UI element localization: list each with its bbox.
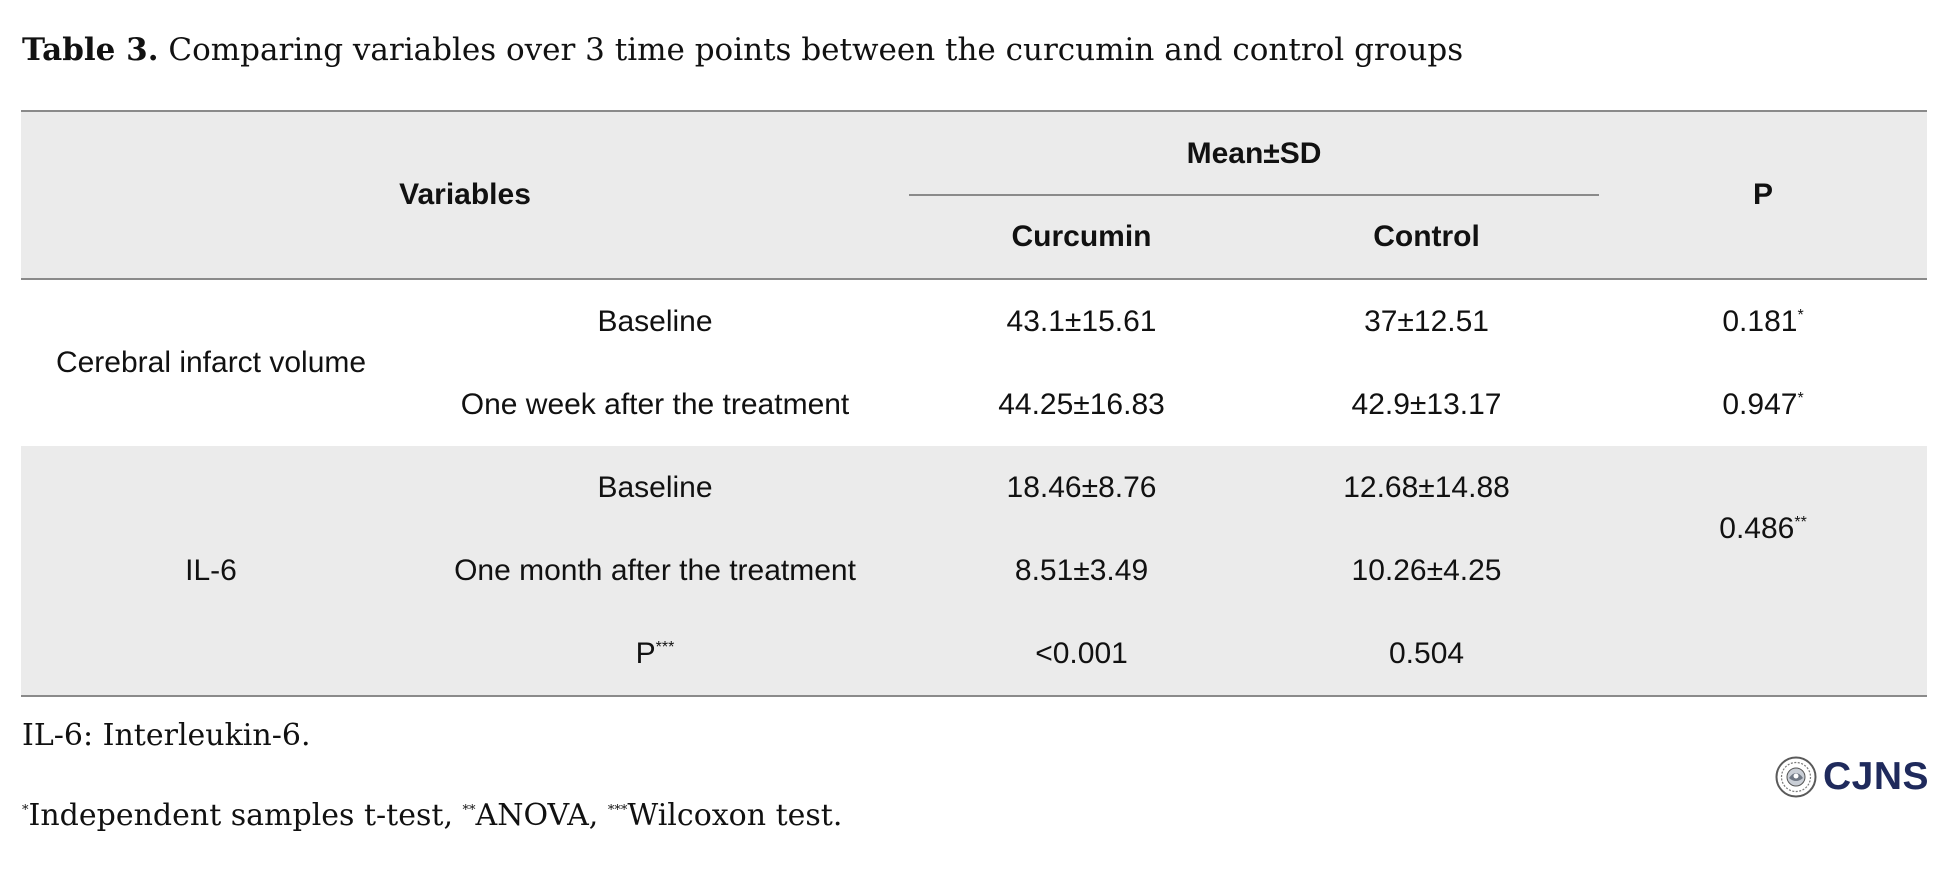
caption-label: Table 3. — [22, 32, 159, 68]
table-row: One month after the treatment 8.51±3.49 … — [21, 529, 1927, 612]
control-value: 0.504 — [1254, 612, 1600, 696]
header-mean-sd: Mean±SD — [909, 111, 1600, 196]
footnote-abbreviation: IL-6: Interleukin-6. — [22, 718, 311, 753]
footnote-mark: *** — [607, 803, 628, 818]
empty-cell — [1599, 612, 1928, 696]
table-row: One week after the treatment 44.25±16.83… — [21, 363, 1928, 446]
control-value: 37±12.51 — [1254, 279, 1600, 363]
group-name: Cerebral infarct volume — [21, 279, 401, 446]
footnote-text: Wilcoxon test. — [627, 798, 843, 833]
curcumin-value: <0.001 — [909, 612, 1255, 696]
footnote-mark: ** — [462, 803, 476, 818]
p-value: 0.486 — [1719, 512, 1795, 545]
group-il-6: IL-6 Baseline 18.46±8.76 12.68±14.88 0.4… — [21, 446, 1928, 696]
table-caption: Table 3. Comparing variables over 3 time… — [22, 32, 1463, 68]
p-footnote-mark: ** — [1794, 514, 1807, 531]
footnote-text: Independent samples t-test, — [28, 798, 463, 833]
p-footnote-mark: *** — [655, 638, 675, 656]
header-control: Control — [1254, 196, 1600, 279]
p-footnote-mark: * — [1797, 389, 1804, 407]
group-name: IL-6 — [21, 446, 401, 696]
control-value: 10.26±4.25 — [1254, 529, 1600, 612]
footnote-tests: *Independent samples t-test, **ANOVA, **… — [22, 798, 842, 833]
footnote-text: ANOVA, — [475, 798, 608, 833]
curcumin-value: 8.51±3.49 — [909, 529, 1255, 612]
control-value: 42.9±13.17 — [1254, 363, 1600, 446]
results-table-container: Variables Mean±SD P Curcumin Control Cer… — [21, 110, 1928, 697]
group-cerebral-infarct-volume: Cerebral infarct volume Baseline 43.1±15… — [21, 279, 1928, 446]
header-variables: Variables — [21, 111, 910, 279]
time-point: P — [635, 636, 656, 670]
p-value: 0.181 — [1722, 304, 1798, 338]
seal-icon — [1775, 756, 1817, 798]
curcumin-value: 43.1±15.61 — [909, 279, 1255, 363]
p-value-cell: 0.947* — [1599, 363, 1928, 446]
time-point: One month after the treatment — [401, 529, 910, 612]
time-point: One week after the treatment — [401, 363, 910, 446]
logo-text: CJNS — [1823, 755, 1930, 798]
footnote-mark: * — [22, 803, 29, 818]
time-point: Baseline — [401, 279, 910, 363]
curcumin-value: 44.25±16.83 — [909, 363, 1255, 446]
header-curcumin: Curcumin — [909, 196, 1255, 279]
curcumin-value: 18.46±8.76 — [909, 446, 1255, 529]
journal-logo: CJNS — [1775, 755, 1929, 799]
table-header: Variables Mean±SD P Curcumin Control — [21, 111, 1928, 279]
control-value: 12.68±14.88 — [1254, 446, 1600, 529]
results-table: Variables Mean±SD P Curcumin Control Cer… — [21, 110, 1928, 697]
p-value-cell: 0.486** — [1599, 446, 1928, 612]
time-point-cell: P*** — [401, 612, 910, 696]
time-point: Baseline — [401, 446, 910, 529]
table-row: P*** <0.001 0.504 — [21, 612, 1928, 696]
table-row: IL-6 Baseline 18.46±8.76 12.68±14.88 0.4… — [21, 446, 1928, 696]
caption-text: Comparing variables over 3 time points b… — [168, 32, 1464, 68]
header-p: P — [1599, 111, 1928, 279]
table-row: Cerebral infarct volume Baseline 43.1±15… — [21, 279, 1928, 446]
p-value: 0.947 — [1722, 387, 1798, 421]
p-footnote-mark: * — [1797, 306, 1804, 324]
p-value-cell: 0.181* — [1599, 279, 1928, 363]
